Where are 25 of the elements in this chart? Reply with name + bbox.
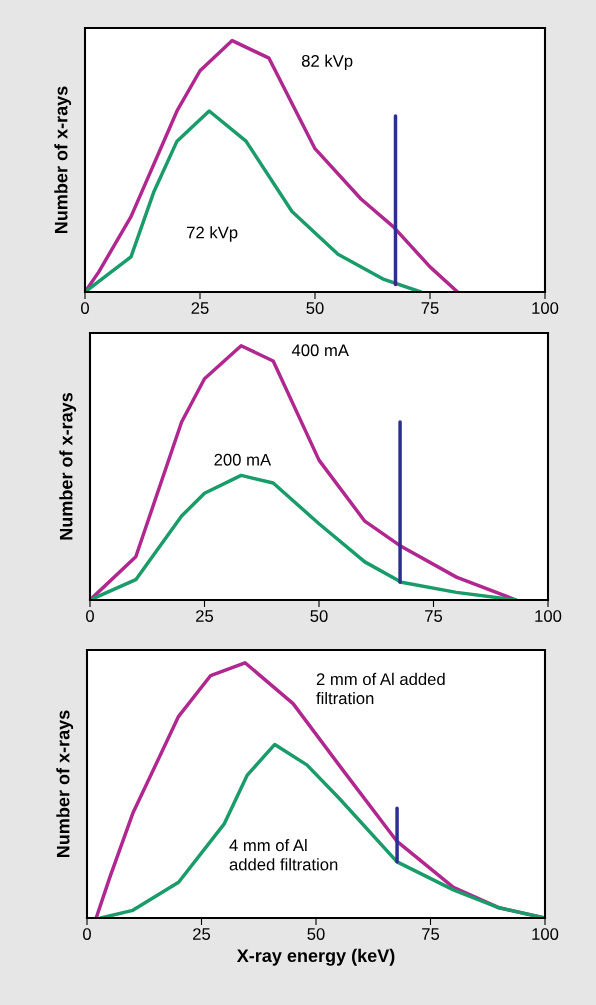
x-tick-label: 100 (532, 928, 559, 940)
x-tick-label: 100 (532, 302, 559, 314)
text: 72 kVp (187, 226, 238, 242)
y-axis-title: Number of x-rays (59, 392, 77, 540)
x-axis-title: X-ray energy (keV) (236, 948, 395, 966)
x-tick-label: 75 (425, 610, 443, 622)
x-tick-label: 25 (196, 610, 214, 622)
y-axis-title: Number of x-rays (56, 710, 74, 858)
x-tick-label: 0 (81, 302, 89, 314)
x-tick-label: 25 (193, 928, 211, 940)
x-tick-label: 50 (306, 302, 324, 314)
x-tick-label: 25 (191, 302, 209, 314)
series-label: 400 mA (291, 344, 349, 357)
x-tick-label: 0 (86, 610, 94, 622)
x-tick-label: 100 (535, 610, 562, 622)
series-label: 4 mm of Al added filtration (229, 839, 338, 871)
x-tick-label: 75 (421, 302, 439, 314)
y-axis-title: Number of x-rays (54, 86, 72, 234)
series-label: 82 kVp (301, 54, 353, 71)
series-label: 2 mm of Al added filtration (316, 672, 445, 705)
series-label: 200 mA (214, 453, 272, 466)
x-tick-label: 50 (307, 928, 325, 940)
x-tick-label: 50 (310, 610, 328, 622)
x-tick-label: 0 (83, 928, 91, 940)
x-tick-label: 75 (422, 928, 440, 940)
